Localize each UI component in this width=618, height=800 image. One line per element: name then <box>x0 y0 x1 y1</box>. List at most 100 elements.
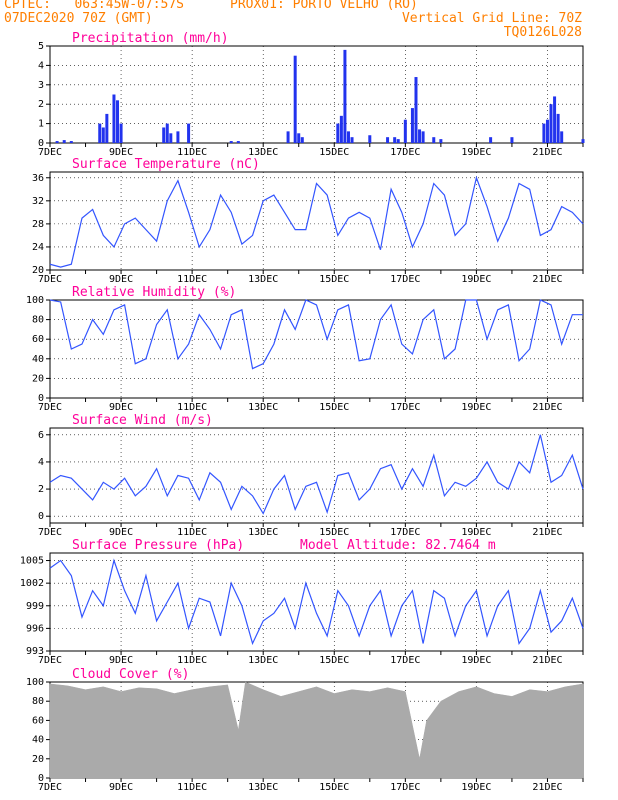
y-tick-label: 996 <box>26 623 44 634</box>
y-tick-label: 6 <box>38 430 44 441</box>
precip-bar <box>549 104 553 143</box>
y-tick-label: 0 <box>38 138 44 149</box>
precip-bar <box>300 137 304 143</box>
precip-bar <box>581 139 585 143</box>
y-tick-label: 100 <box>26 295 44 306</box>
x-tick-label: 9DEC <box>109 782 133 793</box>
panel-1: Precipitation (mm/h) 0 1 2 3 4 5 7DEC 9DEC 11DEC 1… <box>38 31 585 158</box>
x-tick-label: 11DEC <box>177 782 207 793</box>
precip-bar <box>286 131 290 143</box>
panel-title: Precipitation (mm/h) <box>72 31 229 46</box>
precip-bar <box>410 108 414 143</box>
precip-bar <box>112 94 116 143</box>
y-tick-label: 28 <box>32 219 44 230</box>
x-tick-label: 15DEC <box>319 655 349 666</box>
x-tick-label: 13DEC <box>248 527 278 538</box>
y-tick-label: 36 <box>32 173 44 184</box>
x-tick-label: 15DEC <box>319 274 349 285</box>
precip-bar <box>236 141 240 143</box>
x-tick-label: 9DEC <box>109 274 133 285</box>
y-tick-label: 4 <box>38 457 44 468</box>
panel-title: Relative Humidity (%) <box>72 285 236 300</box>
header-location: CPTEC: 063:45W-07:57S <box>4 0 185 12</box>
x-tick-label: 13DEC <box>248 402 278 413</box>
precip-bar <box>62 140 66 143</box>
x-tick-label: 15DEC <box>319 527 349 538</box>
y-tick-label: 0 <box>38 393 44 404</box>
panel-5: Surface Pressure (hPa) Model Altitude: 82… <box>20 538 584 666</box>
precip-bar <box>119 123 123 143</box>
precip-bar <box>229 141 233 143</box>
x-tick-label: 15DEC <box>319 402 349 413</box>
y-tick-label: 0 <box>38 773 44 784</box>
precip-bar <box>339 115 343 143</box>
header-grid-line: Vertical Grid Line: 70Z <box>401 11 582 26</box>
precip-bar <box>439 139 443 143</box>
x-tick-label: 7DEC <box>38 274 62 285</box>
plot-frame <box>49 427 584 524</box>
x-tick-label: 13DEC <box>248 147 278 158</box>
x-tick-label: 17DEC <box>390 402 420 413</box>
y-tick-label: 80 <box>32 696 44 707</box>
panel-2: Surface Temperature (nC) 20 24 28 32 36 7DEC 9D… <box>32 157 584 285</box>
y-tick-label: 999 <box>26 601 44 612</box>
precip-bar <box>393 137 397 143</box>
precip-bar <box>489 137 493 143</box>
precip-bar <box>346 131 350 143</box>
x-tick-label: 19DEC <box>461 274 491 285</box>
precip-bar <box>69 141 73 143</box>
precip-bar <box>187 123 191 143</box>
precip-bar <box>55 141 59 143</box>
precip-bar <box>98 123 102 143</box>
y-tick-label: 2 <box>38 484 44 495</box>
x-tick-label: 7DEC <box>38 527 62 538</box>
precip-bar <box>432 137 436 143</box>
y-tick-label: 60 <box>32 715 44 726</box>
x-tick-label: 11DEC <box>177 655 207 666</box>
x-tick-label: 17DEC <box>390 274 420 285</box>
series-line <box>49 434 584 515</box>
y-tick-label: 20 <box>32 265 44 276</box>
precip-bar <box>116 100 120 143</box>
precip-bar <box>336 123 340 143</box>
precip-bar <box>343 49 347 143</box>
x-tick-label: 7DEC <box>38 147 62 158</box>
x-tick-label: 21DEC <box>532 655 562 666</box>
precip-bar <box>165 123 169 143</box>
x-tick-label: 17DEC <box>390 655 420 666</box>
x-tick-label: 21DEC <box>532 274 562 285</box>
x-tick-label: 11DEC <box>177 274 207 285</box>
header-date: 07DEC2020 70Z (GMT) <box>4 11 153 26</box>
panel-title: Surface Temperature (nC) <box>72 157 260 172</box>
x-tick-label: 11DEC <box>177 147 207 158</box>
x-tick-label: 21DEC <box>532 782 562 793</box>
x-tick-label: 21DEC <box>532 527 562 538</box>
precip-bar <box>510 137 514 143</box>
panel-title: Surface Wind (m/s) <box>72 413 213 428</box>
precip-bar <box>414 77 418 143</box>
x-tick-label: 17DEC <box>390 782 420 793</box>
x-tick-label: 17DEC <box>390 527 420 538</box>
precip-bar <box>556 113 560 143</box>
x-tick-label: 19DEC <box>461 782 491 793</box>
y-tick-label: 20 <box>32 373 44 384</box>
precip-bar <box>421 131 425 143</box>
y-tick-label: 100 <box>26 677 44 688</box>
x-tick-label: 13DEC <box>248 782 278 793</box>
precip-bar <box>169 133 173 143</box>
precip-bar <box>386 137 390 143</box>
x-tick-label: 7DEC <box>38 655 62 666</box>
precip-bar <box>418 129 422 143</box>
x-tick-label: 21DEC <box>532 147 562 158</box>
y-tick-label: 3 <box>38 80 44 91</box>
precip-bar <box>368 135 372 143</box>
x-tick-label: 9DEC <box>109 402 133 413</box>
precip-bar <box>297 133 301 143</box>
x-tick-label: 11DEC <box>177 527 207 538</box>
y-tick-label: 24 <box>32 242 44 253</box>
panel-title: Surface Pressure (hPa) <box>72 538 244 553</box>
y-tick-label: 1002 <box>20 578 44 589</box>
plot-frame <box>49 299 584 399</box>
precip-bar <box>105 113 109 143</box>
y-tick-label: 80 <box>32 315 44 326</box>
